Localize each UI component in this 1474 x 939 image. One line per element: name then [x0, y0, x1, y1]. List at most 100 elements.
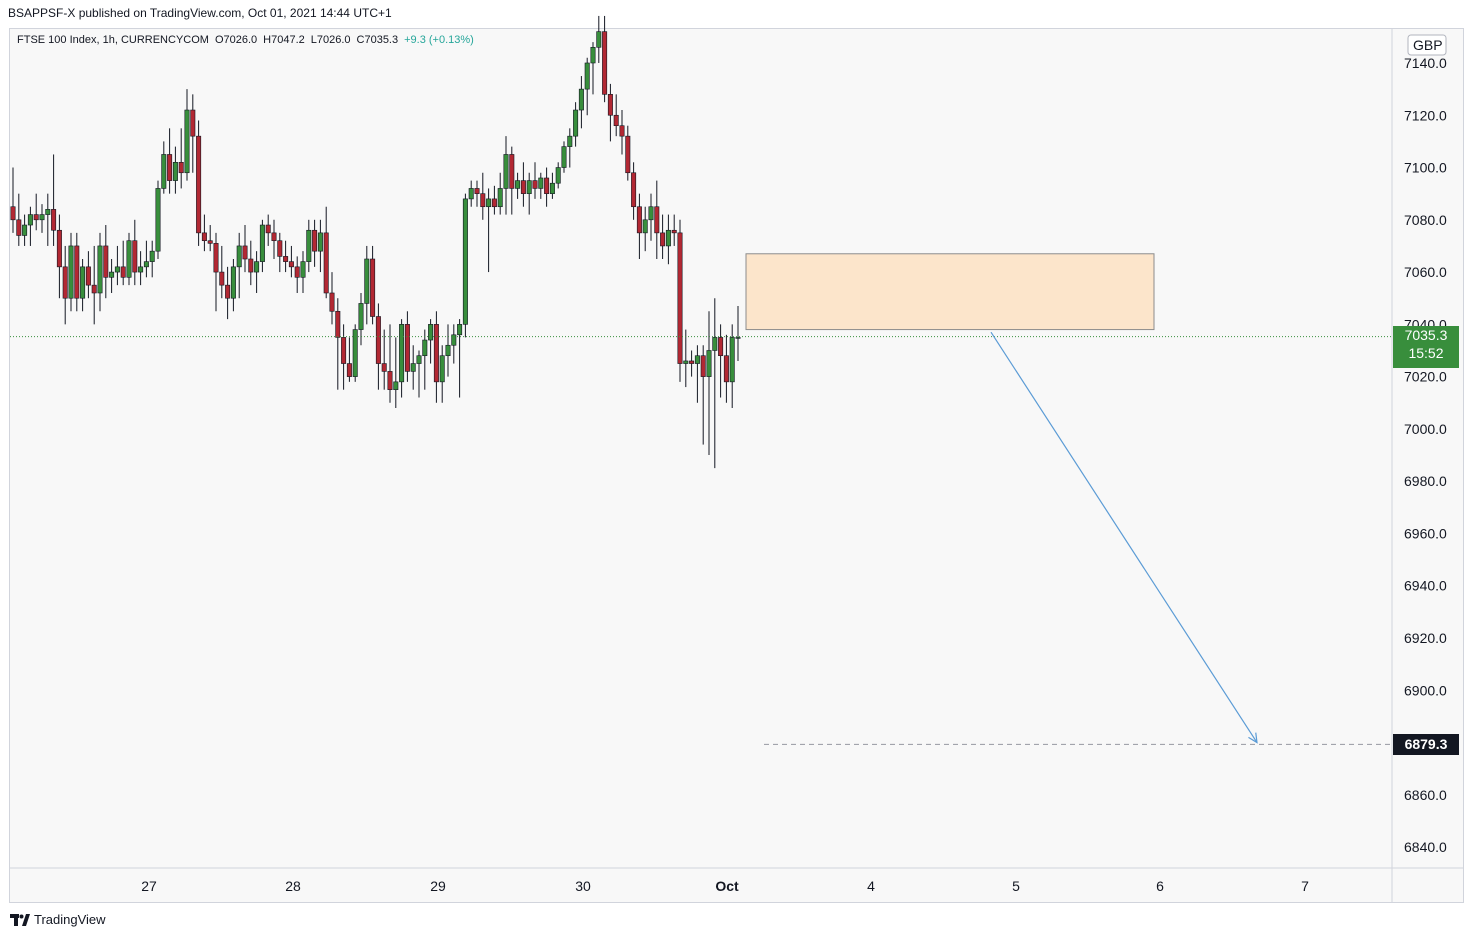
candle-body [184, 109, 190, 174]
price-tick-label: 6940.0 [1404, 578, 1447, 594]
price-tick-label: 7000.0 [1404, 421, 1447, 437]
price-tick-label: 7060.0 [1404, 264, 1447, 280]
candle [10, 167, 16, 233]
candle [636, 193, 642, 260]
candle-body [219, 271, 225, 286]
candle [120, 240, 126, 286]
candle [230, 259, 236, 312]
candle [671, 214, 677, 246]
candle-body [312, 229, 318, 252]
candle [729, 324, 735, 408]
candle-body [126, 240, 132, 278]
candle-body [341, 337, 347, 364]
candle-body [329, 292, 335, 312]
candle [213, 232, 219, 312]
candle-body [474, 188, 480, 194]
candle-body [138, 266, 144, 273]
candle-body [68, 245, 74, 299]
target-price-tag: 6879.3 [1393, 734, 1459, 756]
candle [428, 319, 434, 364]
candle [68, 232, 74, 312]
candle [312, 219, 318, 267]
candle-body [259, 224, 265, 262]
candle [683, 329, 689, 388]
candle-body [549, 182, 555, 194]
candle-body [532, 180, 538, 189]
candle-body [515, 180, 521, 189]
candle-body [700, 355, 706, 377]
candle [416, 350, 422, 398]
candle [584, 57, 590, 116]
candle [689, 350, 695, 377]
candle-body [665, 229, 671, 247]
candle [149, 240, 155, 278]
candle-body [97, 245, 103, 294]
candle [39, 204, 45, 233]
candle-body [45, 209, 51, 215]
candle-body [526, 180, 532, 194]
candle [648, 193, 654, 241]
candle [207, 225, 213, 252]
candle-body [80, 266, 86, 299]
candle [91, 245, 97, 325]
candle-body [300, 261, 306, 278]
candle [404, 311, 410, 382]
price-tick-label: 7020.0 [1404, 369, 1447, 385]
candle-body [596, 31, 602, 48]
candle [573, 102, 579, 147]
candles [10, 15, 741, 469]
last-price-tag: 7035.3 15:52 [1393, 325, 1459, 368]
candle-body [56, 229, 62, 268]
candle-body [648, 206, 654, 221]
candle-body [660, 232, 666, 247]
time-tick-label: 7 [1301, 878, 1309, 894]
candle-body [196, 135, 202, 234]
candle [236, 232, 242, 299]
candle [259, 219, 265, 273]
candle [665, 214, 671, 265]
candle [706, 311, 712, 456]
legend-close: C7035.3 [356, 34, 399, 46]
candle-body [567, 135, 573, 147]
publisher-line: BSAPPSF-X published on TradingView.com, … [8, 6, 392, 20]
candle-body [509, 154, 515, 189]
candle-body [503, 154, 509, 189]
candle-body [602, 31, 608, 95]
candle [451, 324, 457, 364]
candle [625, 125, 631, 181]
candle [283, 240, 289, 273]
candle-body [462, 198, 468, 325]
candle-body [271, 232, 277, 242]
price-tick-label: 6860.0 [1404, 787, 1447, 803]
candle [346, 337, 352, 382]
candle-body [190, 109, 196, 137]
candle-body [584, 62, 590, 90]
candle [114, 245, 120, 286]
candle-body [230, 266, 236, 299]
candle-body [149, 250, 155, 262]
candle-body [294, 266, 300, 278]
candle [613, 94, 619, 137]
candle-body [631, 172, 637, 208]
target-price-value: 6879.3 [1404, 736, 1448, 753]
candle-body [364, 258, 370, 304]
candle-body [468, 188, 474, 200]
candle-body [433, 324, 439, 383]
candle-body [120, 266, 126, 278]
candle-body [573, 109, 579, 137]
candle [607, 83, 613, 142]
candle-body [265, 224, 271, 234]
candle-body [729, 337, 735, 383]
candle-body [486, 198, 492, 208]
candle-body [439, 355, 445, 383]
candle [254, 251, 260, 293]
candle [294, 256, 300, 293]
candle [399, 319, 405, 398]
candle [677, 219, 683, 382]
candle-body [201, 232, 207, 242]
footer-brand[interactable]: TradingView [10, 912, 106, 927]
candle-body [718, 337, 724, 357]
candle [225, 266, 231, 320]
candle [219, 245, 225, 299]
